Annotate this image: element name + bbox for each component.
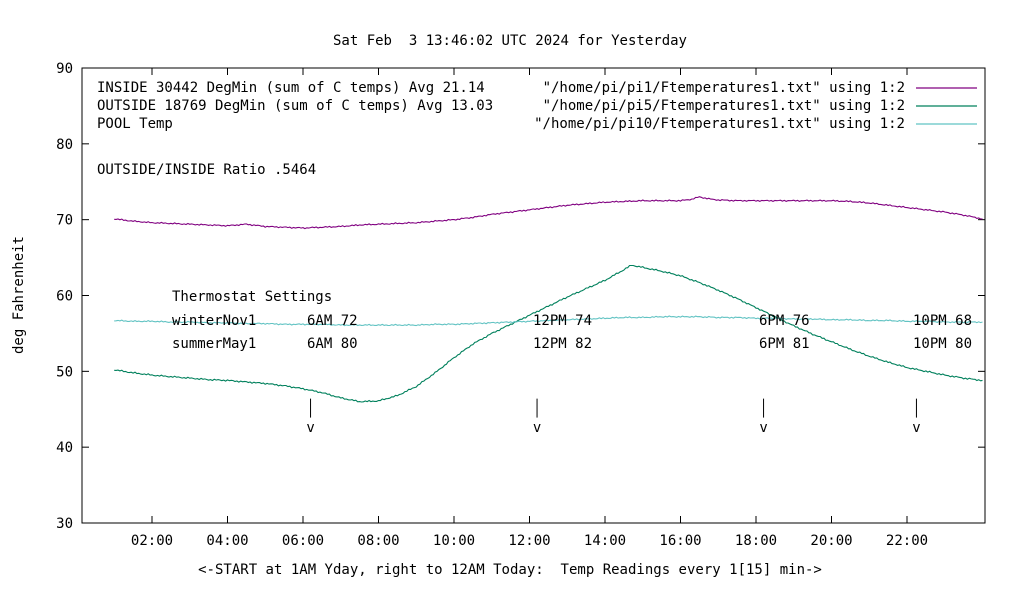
y-tick-label: 60 [56, 289, 73, 305]
marker-arrowhead: v [912, 420, 920, 436]
series-inside-line [114, 196, 983, 230]
marker-arrowhead: v [306, 420, 314, 436]
chart-title: Sat Feb 3 13:46:02 UTC 2024 for Yesterda… [332, 33, 687, 49]
inside-summary-label: INSIDE 30442 DegMin (sum of C temps) Avg… [97, 80, 485, 96]
summer-12pm: 12PM 82 [533, 336, 593, 352]
y-axis-label: deg Fahrenheit [11, 236, 27, 355]
y-tick-label: 50 [56, 364, 73, 380]
legend-entry-outside: "/home/pi/pi5/Ftemperatures1.txt" using … [542, 98, 905, 114]
y-tick-label: 80 [56, 137, 73, 153]
x-tick-label: 14:00 [584, 533, 626, 549]
series-outside-line [114, 264, 983, 403]
y-tick-label: 30 [56, 516, 73, 532]
y-tick-label: 70 [56, 213, 73, 229]
summer-6pm: 6PM 81 [759, 336, 810, 352]
x-tick-label: 12:00 [508, 533, 550, 549]
x-tick-label: 20:00 [810, 533, 852, 549]
legend-entry-inside: "/home/pi/pi1/Ftemperatures1.txt" using … [542, 80, 905, 96]
summer-10pm: 10PM 80 [913, 336, 973, 352]
winter-row-label: winterNov1 [172, 313, 257, 329]
pool-label: POOL Temp [97, 116, 173, 132]
winter-6am: 6AM 72 [307, 313, 358, 329]
thermostat-settings-title: Thermostat Settings [172, 289, 333, 305]
x-tick-label: 04:00 [206, 533, 248, 549]
x-tick-label: 08:00 [357, 533, 399, 549]
summer-6am: 6AM 80 [307, 336, 358, 352]
winter-10pm: 10PM 68 [913, 313, 973, 329]
y-tick-label: 40 [56, 440, 73, 456]
x-tick-label: 06:00 [282, 533, 324, 549]
x-tick-label: 10:00 [433, 533, 475, 549]
marker-arrowhead: v [533, 420, 541, 436]
winter-6pm: 6PM 76 [759, 313, 810, 329]
outside-summary-label: OUTSIDE 18769 DegMin (sum of C temps) Av… [97, 98, 494, 114]
winter-12pm: 12PM 74 [533, 313, 593, 329]
x-tick-label: 22:00 [886, 533, 928, 549]
y-tick-label: 90 [56, 61, 73, 77]
marker-arrowhead: v [759, 420, 767, 436]
summer-row-label: summerMay1 [172, 336, 257, 352]
x-tick-label: 16:00 [659, 533, 701, 549]
series-pool-line [114, 315, 983, 327]
x-axis-label: <-START at 1AM Yday, right to 12AM Today… [198, 562, 822, 578]
x-tick-label: 02:00 [131, 533, 173, 549]
x-tick-label: 18:00 [735, 533, 777, 549]
ratio-label: OUTSIDE/INSIDE Ratio .5464 [97, 162, 317, 178]
legend-entry-pool: "/home/pi/pi10/Ftemperatures1.txt" using… [534, 116, 905, 132]
